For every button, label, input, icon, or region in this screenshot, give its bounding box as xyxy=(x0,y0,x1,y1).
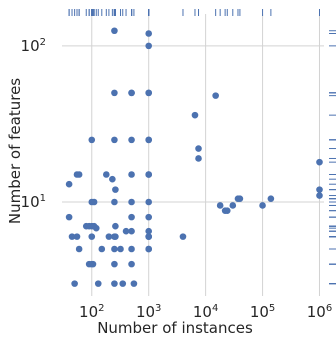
data-point xyxy=(111,136,118,144)
data-point xyxy=(145,30,152,37)
y-tick-labels: 101 102 xyxy=(21,37,46,211)
data-point xyxy=(128,213,135,221)
data-point xyxy=(128,171,135,178)
grid-lines xyxy=(62,14,324,296)
data-point xyxy=(89,260,97,268)
data-point xyxy=(179,233,187,240)
data-point xyxy=(128,245,135,253)
right-marginal-rug xyxy=(329,30,336,285)
data-point xyxy=(145,171,152,178)
data-point xyxy=(65,180,73,188)
y-tick-label: 102 xyxy=(21,37,46,55)
data-point xyxy=(145,136,152,144)
data-point xyxy=(145,227,152,235)
data-point xyxy=(112,222,119,230)
data-point xyxy=(71,280,78,287)
data-point xyxy=(112,233,119,240)
x-tick-label: 103 xyxy=(136,303,161,321)
data-point xyxy=(145,89,152,97)
data-point xyxy=(191,111,199,119)
data-point xyxy=(145,198,152,206)
data-point xyxy=(111,27,118,35)
data-point xyxy=(195,155,202,162)
data-point xyxy=(130,280,138,287)
data-point xyxy=(316,186,323,193)
data-point xyxy=(316,158,323,166)
data-point xyxy=(111,198,118,206)
data-point xyxy=(216,202,224,209)
data-point xyxy=(73,171,81,178)
data-point xyxy=(119,280,127,287)
data-point xyxy=(128,227,135,235)
data-point xyxy=(111,260,118,268)
data-point xyxy=(316,192,323,199)
x-tick-label: 102 xyxy=(79,303,104,321)
data-point xyxy=(212,92,219,99)
data-points xyxy=(65,27,323,287)
data-point xyxy=(92,224,100,232)
data-point xyxy=(234,195,242,202)
data-point xyxy=(128,89,135,97)
data-point xyxy=(267,195,275,202)
x-tick-label: 105 xyxy=(250,303,275,321)
data-point xyxy=(117,245,124,253)
y-axis-label: Number of features xyxy=(6,78,24,224)
data-point xyxy=(112,186,119,193)
data-point xyxy=(94,280,102,287)
data-point xyxy=(223,207,231,214)
x-tick-labels: 102 103 104 105 106 xyxy=(79,303,332,321)
data-point xyxy=(111,89,118,97)
data-point xyxy=(145,213,152,221)
data-point xyxy=(88,136,96,144)
x-tick-label: 106 xyxy=(307,303,332,321)
data-point xyxy=(128,136,135,144)
data-point xyxy=(145,42,152,50)
data-point xyxy=(145,245,152,253)
data-point xyxy=(111,245,118,253)
top-marginal-rug xyxy=(68,9,320,16)
data-point xyxy=(98,245,106,253)
data-point xyxy=(88,233,96,240)
data-point xyxy=(109,175,116,183)
data-point xyxy=(128,198,135,206)
data-point xyxy=(68,233,76,240)
data-point xyxy=(65,213,73,221)
data-point xyxy=(75,245,83,253)
y-tick-label: 101 xyxy=(21,193,46,211)
data-point xyxy=(145,233,152,240)
x-tick-label: 104 xyxy=(193,303,218,321)
data-point xyxy=(90,198,98,206)
data-point xyxy=(122,227,130,235)
data-point xyxy=(229,202,237,209)
data-point xyxy=(73,233,81,240)
x-axis-label: Number of instances xyxy=(97,319,253,337)
data-point xyxy=(105,233,113,240)
data-point xyxy=(128,260,135,268)
data-point xyxy=(111,280,118,287)
data-point xyxy=(103,171,110,178)
data-point xyxy=(195,145,202,152)
data-point xyxy=(259,202,266,209)
